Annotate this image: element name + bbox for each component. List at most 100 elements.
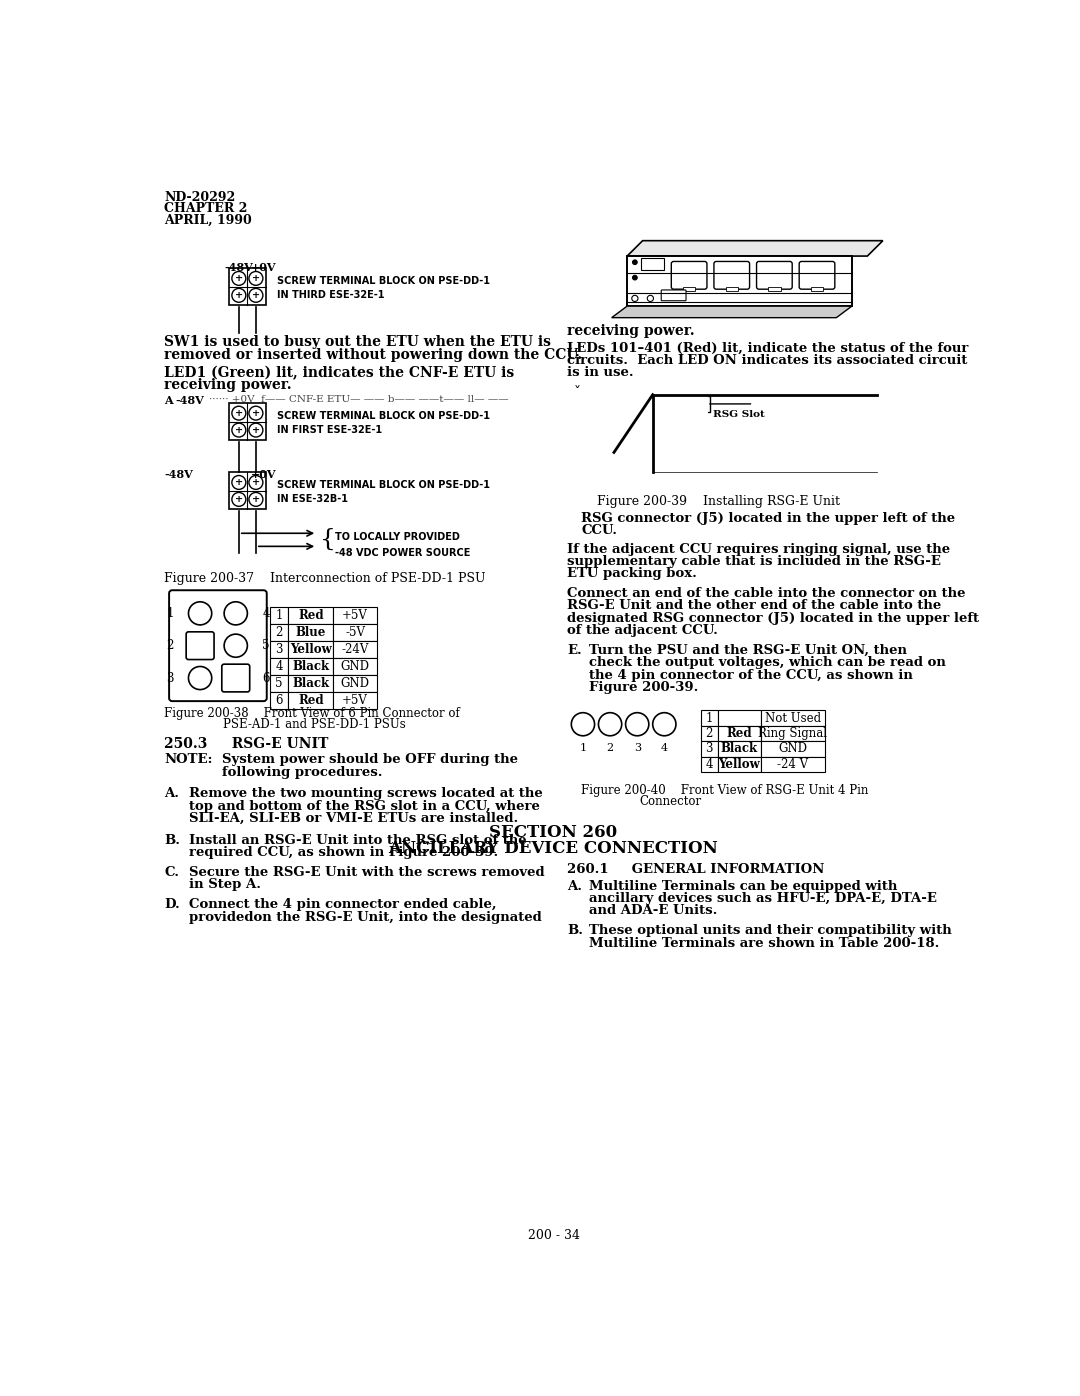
Text: A.: A. [164,787,179,800]
Bar [334,607,377,624]
Bar [718,741,761,757]
Text: designated RSG connector (J5) located in the upper left: designated RSG connector (J5) located in… [567,611,980,625]
Text: SCREW TERMINAL BLOCK ON PSE-DD-1: SCREW TERMINAL BLOCK ON PSE-DD-1 [276,480,490,490]
Text: check the output voltages, which can be read on: check the output voltages, which can be … [590,656,946,670]
Text: supplementary cable that is included in the RSG-E: supplementary cable that is included in … [567,554,942,568]
Text: -5V: -5V [346,625,365,639]
Text: 5: 5 [275,677,283,690]
Text: +: + [252,477,260,487]
Text: 4: 4 [705,758,713,771]
Text: 2: 2 [705,727,713,740]
Text: Blue: Blue [296,625,326,639]
Text: RSG-E Unit and the other end of the cable into the: RSG-E Unit and the other end of the cabl… [567,599,942,613]
Bar [334,658,377,674]
Text: Connect an end of the cable into the connector on the: Connect an end of the cable into the con… [567,588,966,600]
Text: +: + [252,496,260,504]
Text: +: + [252,409,260,417]
Text: LED1 (Green) lit, indicates the CNF-E ETU is: LED1 (Green) lit, indicates the CNF-E ET… [164,366,515,380]
Text: +: + [234,426,243,434]
Text: PSE-AD-1 and PSE-DD-1 PSUs: PSE-AD-1 and PSE-DD-1 PSUs [222,718,405,732]
Text: 250.3     RSG-E UNIT: 250.3 RSG-E UNIT [164,737,328,751]
Text: Red: Red [298,694,324,706]
Text: +: + [234,496,243,504]
Circle shape [232,289,246,303]
Text: -48V: -48V [175,395,204,406]
Text: A: A [164,395,173,406]
Text: 260.1     GENERAL INFORMATION: 260.1 GENERAL INFORMATION [567,863,825,875]
Text: APRIL, 1990: APRIL, 1990 [164,214,253,226]
Text: 2: 2 [275,625,283,639]
Text: following procedures.: following procedures. [221,766,382,779]
Text: of the adjacent CCU.: of the adjacent CCU. [567,624,718,637]
Text: TO LOCALLY PROVIDED: TO LOCALLY PROVIDED [335,532,460,542]
Text: +: + [252,426,260,434]
Circle shape [647,296,653,302]
Text: IN ESE-32B-1: IN ESE-32B-1 [276,494,348,504]
Text: LEDs 101–401 (Red) lit, indicate the status of the four: LEDs 101–401 (Red) lit, indicate the sta… [567,342,969,355]
Text: Connect the 4 pin connector ended cable,: Connect the 4 pin connector ended cable, [189,898,497,912]
Text: Black: Black [293,660,329,673]
Text: 3: 3 [705,743,713,755]
Bar [229,472,266,510]
Text: +: + [234,274,243,283]
Bar [270,641,288,658]
Bar [701,726,718,741]
Circle shape [189,666,212,690]
Circle shape [625,713,649,736]
Bar [288,641,334,658]
Text: C.: C. [164,866,179,879]
Circle shape [225,602,247,625]
Text: Remove the two mounting screws located at the: Remove the two mounting screws located a… [189,787,543,800]
FancyBboxPatch shape [661,290,686,300]
Text: IN FIRST ESE-32E-1: IN FIRST ESE-32E-1 [276,424,382,434]
Bar [288,607,334,624]
Text: +: + [252,290,260,300]
Text: Connector: Connector [639,796,702,808]
Bar [726,286,738,290]
Text: E.: E. [567,644,582,658]
Text: Black: Black [293,677,329,690]
Text: B.: B. [567,924,583,938]
Text: RSG Slot: RSG Slot [713,410,765,419]
Circle shape [248,493,262,507]
FancyBboxPatch shape [186,632,214,659]
Bar [761,741,825,757]
Circle shape [248,406,262,420]
Text: 6: 6 [275,694,283,706]
FancyBboxPatch shape [221,664,249,692]
Text: -48 VDC POWER SOURCE: -48 VDC POWER SOURCE [335,547,470,558]
Text: -24 V: -24 V [778,758,809,771]
Circle shape [248,423,262,437]
Text: B.: B. [164,833,180,846]
Text: Figure 200-39.: Figure 200-39. [590,681,699,694]
Bar [288,674,334,692]
Text: Figure 200-39    Installing RSG-E Unit: Figure 200-39 Installing RSG-E Unit [597,494,840,508]
Text: 2: 2 [607,744,613,754]
Bar [288,658,334,674]
FancyBboxPatch shape [799,261,835,289]
Bar [288,624,334,641]
Bar [768,286,781,290]
Text: Figure 200-37    Interconnection of PSE-DD-1 PSU: Figure 200-37 Interconnection of PSE-DD-… [164,572,486,585]
Text: ANCILLARY DEVICE CONNECTION: ANCILLARY DEVICE CONNECTION [389,840,718,857]
Bar [334,624,377,641]
Text: +0V: +0V [251,262,276,274]
Text: 1: 1 [705,712,713,725]
Bar [288,692,334,709]
Text: receiving power.: receiving power. [164,378,292,392]
Text: providedon the RSG-E Unit, into the designated: providedon the RSG-E Unit, into the desi… [189,910,542,924]
Text: Red: Red [298,609,324,623]
Text: Figure 200-38    Front View of 6 Pin Connector of: Figure 200-38 Front View of 6 Pin Connec… [164,708,460,720]
Text: IN THIRD ESE-32E-1: IN THIRD ESE-32E-1 [276,290,384,300]
Bar [270,692,288,709]
Text: System power should be OFF during the: System power should be OFF during the [221,754,517,766]
Circle shape [598,713,622,736]
Text: SCREW TERMINAL BLOCK ON PSE-DD-1: SCREW TERMINAL BLOCK ON PSE-DD-1 [276,276,490,286]
Text: 1: 1 [166,607,174,620]
Text: +: + [234,477,243,487]
Text: Yellow: Yellow [291,644,332,656]
Text: Yellow: Yellow [718,758,760,771]
Bar [334,641,377,658]
Text: ······ +0V  f—— CNF-E ETU— —— b—— ——t—— ll— ——: ······ +0V f—— CNF-E ETU— —— b—— ——t—— l… [208,395,509,405]
Bar [229,268,266,306]
